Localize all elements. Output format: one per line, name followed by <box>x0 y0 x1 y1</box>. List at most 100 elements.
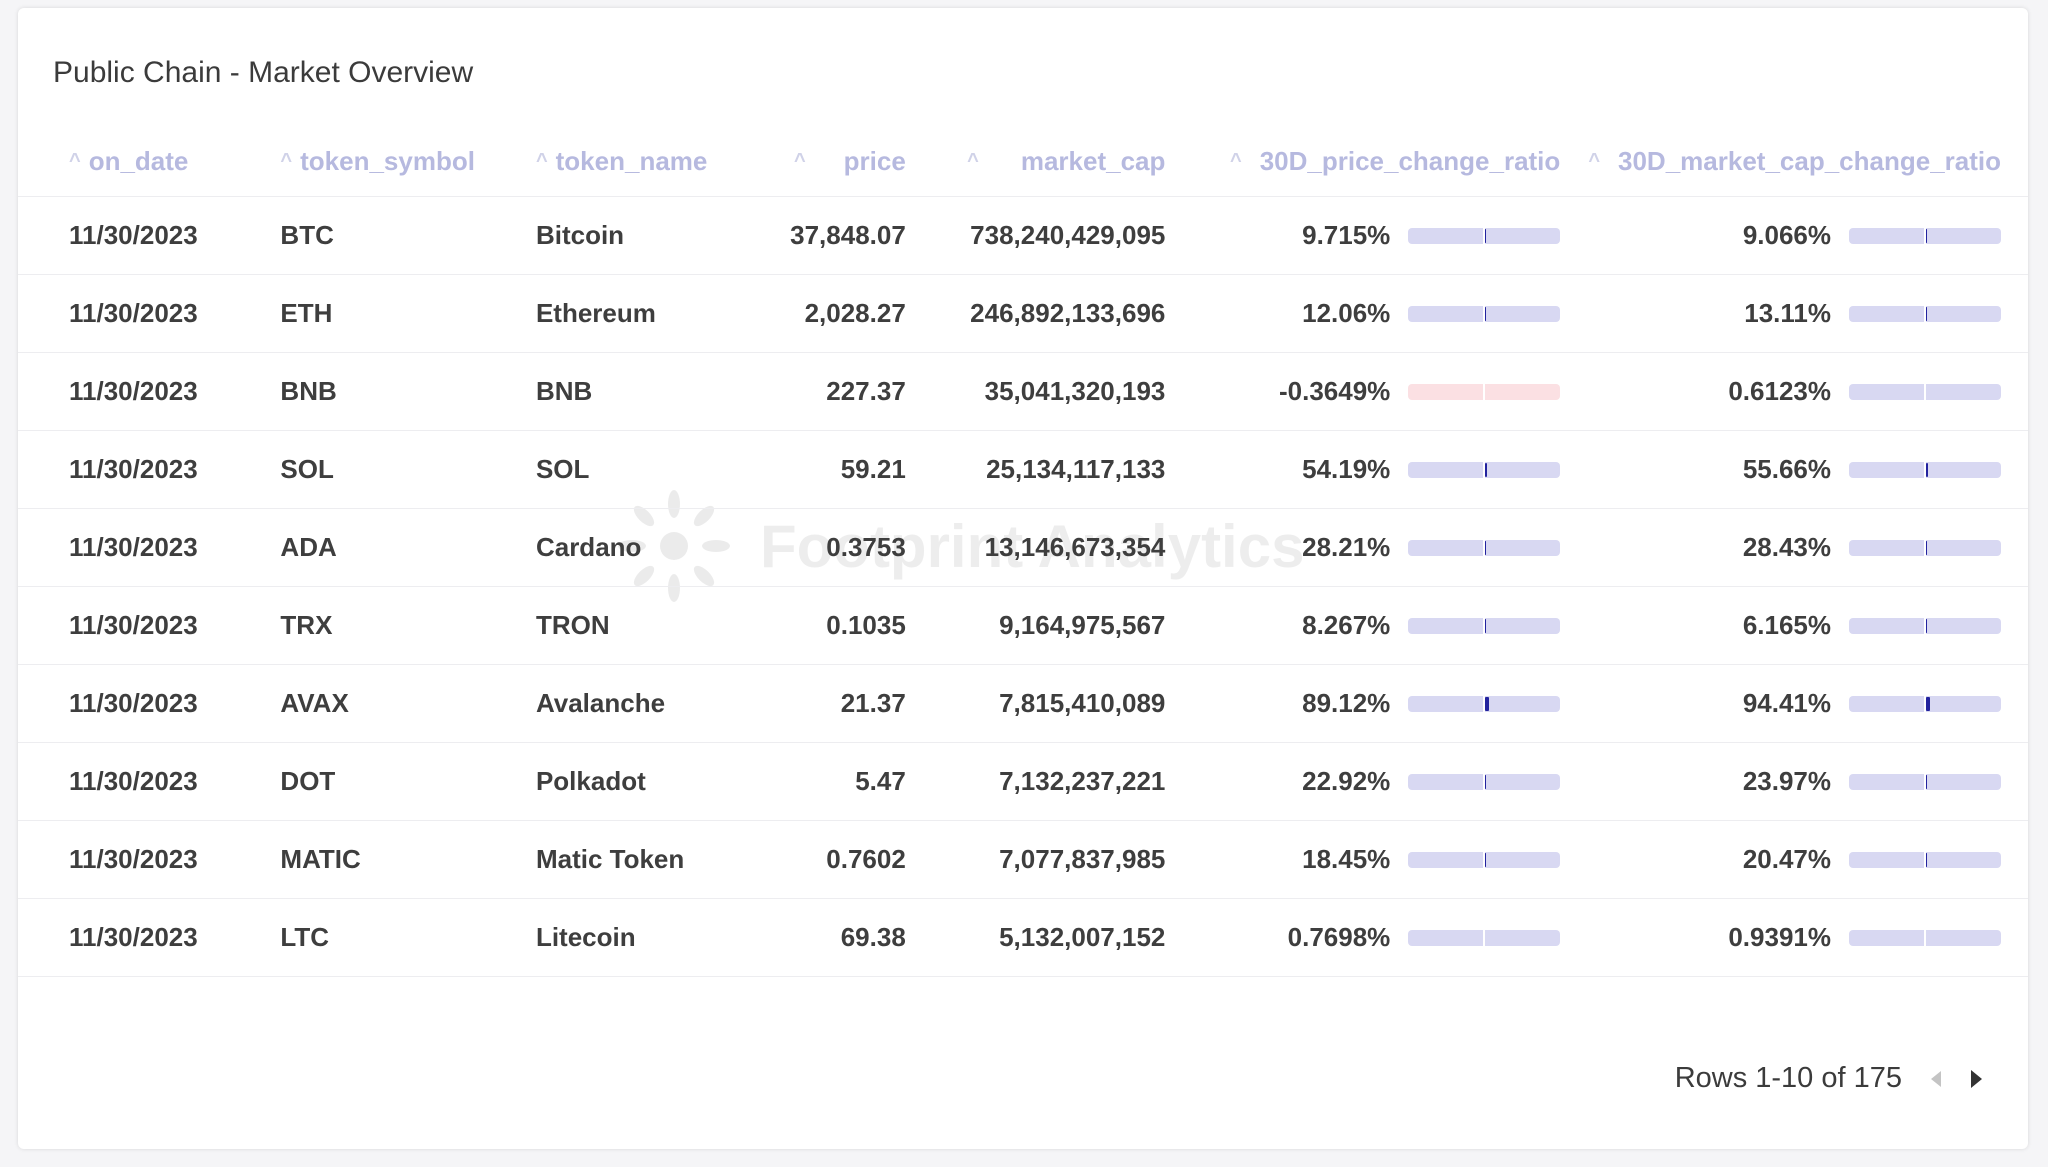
ratio-value: 13.11% <box>1744 298 1831 328</box>
cell-token-symbol: BTC <box>262 196 518 275</box>
ratio-bar <box>1408 461 1561 478</box>
ratio-bar <box>1849 305 2001 322</box>
table-row: 11/30/2023 BNB BNB 227.37 35,041,320,193 -0.3… <box>18 352 2028 431</box>
sort-up-icon[interactable]: ^ <box>280 149 293 172</box>
cell-30d-market-cap-change-ratio: 23.97% <box>1560 742 2028 821</box>
sort-up-icon[interactable]: ^ <box>69 149 81 172</box>
ratio-value: 28.21% <box>1302 532 1391 562</box>
cell-on-date: 11/30/2023 <box>18 508 263 587</box>
ratio-bar-fill <box>1485 540 1487 555</box>
cell-market-cap: 5,132,007,152 <box>905 898 1166 977</box>
column-header-price[interactable]: ^ price <box>722 126 906 197</box>
cell-30d-price-change-ratio: -0.3649% <box>1165 352 1561 431</box>
cell-token-symbol: ETH <box>262 274 518 353</box>
ratio-value: 6.165% <box>1742 610 1831 640</box>
cell-market-cap: 7,132,237,221 <box>905 742 1166 821</box>
ratio-value: 0.9391% <box>1728 922 1831 952</box>
table-row: 11/30/2023 MATIC Matic Token 0.7602 7,077,83… <box>18 820 2028 899</box>
cell-on-date: 11/30/2023 <box>18 586 263 665</box>
cell-30d-market-cap-change-ratio: 94.41% <box>1560 664 2028 743</box>
cell-token-name: Avalanche <box>517 664 723 743</box>
cell-30d-market-cap-change-ratio: 55.66% <box>1560 430 2028 509</box>
cell-market-cap: 7,077,837,985 <box>905 820 1166 899</box>
ratio-bar-fill <box>1485 852 1487 867</box>
column-header-30d-market-cap-change-ratio[interactable]: ^ 30D_market_cap_change_ratio <box>1560 126 2028 197</box>
ratio-value: 9.066% <box>1742 220 1831 250</box>
ratio-bar <box>1408 305 1561 322</box>
ratio-value: 12.06% <box>1302 298 1391 328</box>
cell-30d-price-change-ratio: 12.06% <box>1165 274 1561 353</box>
cell-price: 0.3753 <box>722 508 906 587</box>
pagination: Rows 1-10 of 175 <box>1675 1062 1988 1095</box>
prev-page-button[interactable] <box>1924 1064 1948 1094</box>
cell-market-cap: 35,041,320,193 <box>905 352 1166 431</box>
cell-price: 0.7602 <box>722 820 906 899</box>
cell-on-date: 11/30/2023 <box>18 898 263 977</box>
cell-30d-price-change-ratio: 18.45% <box>1165 820 1561 899</box>
cell-30d-market-cap-change-ratio: 0.6123% <box>1560 352 2028 431</box>
sort-up-icon[interactable]: ^ <box>535 149 548 172</box>
cell-token-name: Cardano <box>517 508 723 587</box>
table-header-row: ^ on_date ^ token_symbol ^ token_name ^ pric… <box>18 126 2028 197</box>
column-header-token-name[interactable]: ^ token_name <box>517 126 723 197</box>
ratio-value: 9.715% <box>1302 220 1391 250</box>
cell-on-date: 11/30/2023 <box>18 742 263 821</box>
table-body: 11/30/2023 BTC Bitcoin 37,848.07 738,240,429… <box>18 196 2028 977</box>
ratio-value: 22.92% <box>1302 766 1391 796</box>
market-table: ^ on_date ^ token_symbol ^ token_name ^ pric… <box>18 126 2028 977</box>
table-row: 11/30/2023 ADA Cardano 0.3753 13,146,673,354… <box>18 508 2028 587</box>
cell-market-cap: 7,815,410,089 <box>905 664 1166 743</box>
cell-token-name: Litecoin <box>517 898 723 977</box>
cell-30d-market-cap-change-ratio: 28.43% <box>1560 508 2028 587</box>
ratio-bar-fill <box>1926 462 1929 477</box>
table-row: 11/30/2023 LTC Litecoin 69.38 5,132,007,152 0… <box>18 898 2028 977</box>
ratio-bar-fill <box>1485 462 1488 477</box>
cell-token-name: BNB <box>517 352 723 431</box>
cell-on-date: 11/30/2023 <box>18 352 263 431</box>
ratio-value: 55.66% <box>1742 454 1831 484</box>
cell-market-cap: 13,146,673,354 <box>905 508 1166 587</box>
column-header-token-symbol[interactable]: ^ token_symbol <box>262 126 518 197</box>
sort-up-icon[interactable]: ^ <box>1588 149 1601 172</box>
cell-token-symbol: LTC <box>262 898 518 977</box>
ratio-value: 54.19% <box>1302 454 1391 484</box>
cell-30d-price-change-ratio: 89.12% <box>1165 664 1561 743</box>
ratio-bar <box>1849 383 2001 400</box>
cell-30d-price-change-ratio: 54.19% <box>1165 430 1561 509</box>
cell-price: 0.1035 <box>722 586 906 665</box>
ratio-bar-fill <box>1926 774 1927 789</box>
ratio-value: 8.267% <box>1302 610 1391 640</box>
ratio-bar-fill <box>1926 306 1927 321</box>
column-header-30d-price-change-ratio[interactable]: ^ 30D_price_change_ratio <box>1165 126 1561 197</box>
cell-token-name: SOL <box>517 430 723 509</box>
ratio-bar <box>1408 851 1561 868</box>
ratio-bar <box>1408 539 1561 556</box>
ratio-bar-fill <box>1485 696 1489 711</box>
column-header-market-cap[interactable]: ^ market_cap <box>905 126 1166 197</box>
cell-token-symbol: AVAX <box>262 664 518 743</box>
next-page-button[interactable] <box>1964 1064 1988 1094</box>
sort-up-icon[interactable]: ^ <box>967 149 979 172</box>
cell-price: 2,028.27 <box>722 274 906 353</box>
sort-up-icon[interactable]: ^ <box>1230 149 1242 172</box>
ratio-bar <box>1408 617 1561 634</box>
cell-on-date: 11/30/2023 <box>18 196 263 275</box>
ratio-bar-fill <box>1926 852 1927 867</box>
cell-30d-price-change-ratio: 9.715% <box>1165 196 1561 275</box>
ratio-bar <box>1408 695 1561 712</box>
ratio-bar <box>1849 539 2001 556</box>
ratio-bar-fill <box>1926 696 1930 711</box>
cell-market-cap: 9,164,975,567 <box>905 586 1166 665</box>
cell-30d-price-change-ratio: 28.21% <box>1165 508 1561 587</box>
chevron-left-icon <box>1931 1070 1941 1087</box>
ratio-value: 23.97% <box>1742 766 1831 796</box>
cell-token-symbol: ADA <box>262 508 518 587</box>
column-header-on-date[interactable]: ^ on_date <box>18 126 263 197</box>
cell-price: 5.47 <box>722 742 906 821</box>
sort-up-icon[interactable]: ^ <box>793 149 806 172</box>
cell-token-symbol: SOL <box>262 430 518 509</box>
ratio-bar <box>1849 695 2001 712</box>
ratio-value: 0.6123% <box>1728 376 1831 406</box>
market-overview-card: Public Chain - Market Overview Footprint… <box>18 8 2028 1149</box>
table-row: 11/30/2023 TRX TRON 0.1035 9,164,975,567 8.26… <box>18 586 2028 665</box>
